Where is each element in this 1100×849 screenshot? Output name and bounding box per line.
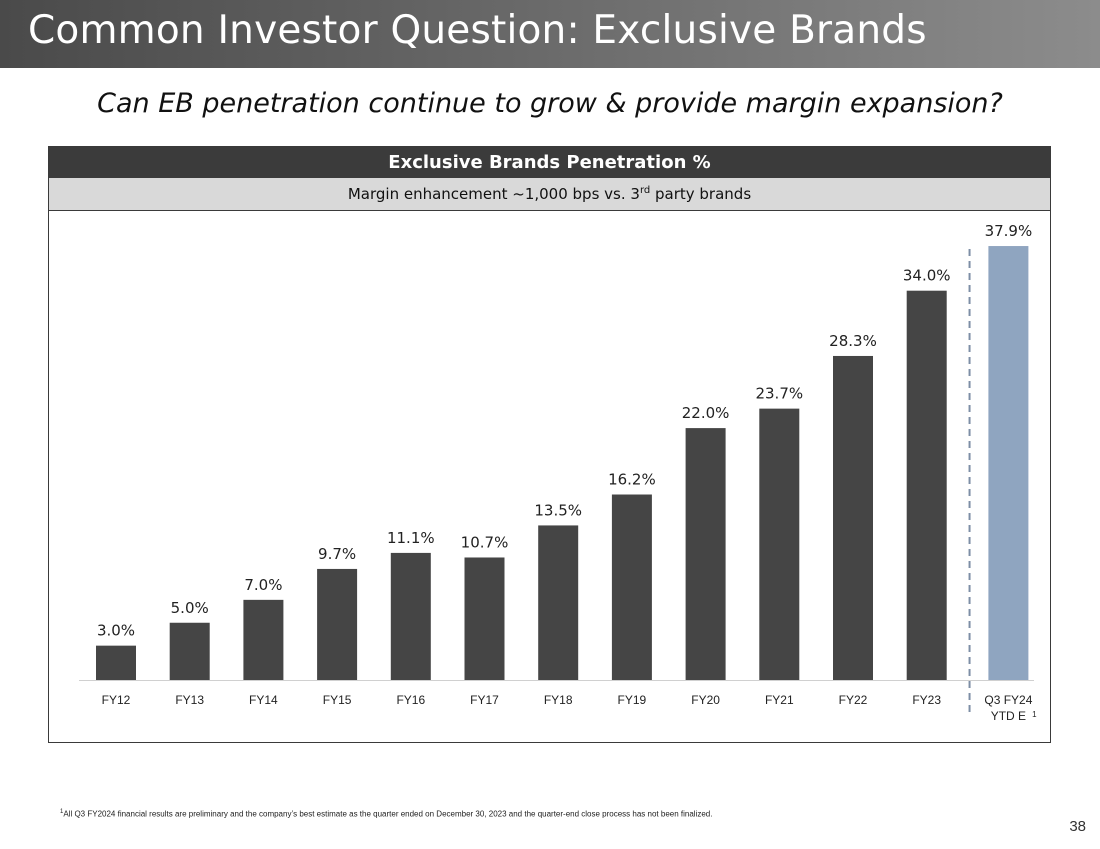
- bar: [464, 557, 505, 680]
- data-label: 28.3%: [829, 332, 877, 350]
- chart-subtitle-superscript: rd: [639, 185, 651, 196]
- data-label: 5.0%: [171, 599, 209, 617]
- footnote-marker: 1: [60, 809, 64, 815]
- data-label: 37.9%: [985, 222, 1033, 240]
- data-label: 22.0%: [682, 404, 730, 422]
- bar: [611, 494, 652, 680]
- data-label: 16.2%: [608, 471, 656, 489]
- bar: [96, 645, 136, 680]
- x-tick-label: FY19: [618, 693, 647, 707]
- title-bar: Common Investor Question: Exclusive Bran…: [0, 0, 1100, 68]
- data-label: 7.0%: [244, 576, 282, 594]
- bar: [833, 355, 873, 680]
- data-label: 13.5%: [534, 501, 582, 519]
- x-tick-label: FY12: [102, 693, 131, 707]
- bar: [243, 599, 284, 680]
- bar: [538, 525, 579, 680]
- chart-title: Exclusive Brands Penetration %: [49, 147, 1050, 178]
- data-label: 3.0%: [97, 622, 135, 640]
- bar-chart: 3.0% FY12 5.0% FY13 7.0% FY14 9.7% FY15 11.1% FY1…: [79, 222, 1037, 723]
- data-label: 23.7%: [755, 385, 803, 403]
- x-tick-label: Q3 FY24: [984, 693, 1032, 707]
- chart-panel: Exclusive Brands Penetration % Margin en…: [48, 146, 1051, 743]
- chart-subtitle-text-end: party brands: [650, 185, 752, 203]
- slide-subtitle: Can EB penetration continue to grow & pr…: [97, 88, 1003, 119]
- x-tick-label: FY14: [249, 693, 278, 707]
- x-tick-label: FY21: [765, 693, 794, 707]
- footnote: 1All Q3 FY2024 financial results are pre…: [60, 809, 712, 819]
- x-tick-label: FY17: [470, 693, 499, 707]
- bar: [169, 622, 210, 680]
- bar: [906, 290, 947, 680]
- footnote-text: All Q3 FY2024 financial results are prel…: [63, 809, 713, 819]
- x-tick-label: YTD E: [991, 709, 1026, 723]
- x-tick-label: FY23: [912, 693, 941, 707]
- bar: [685, 428, 726, 680]
- data-label: 10.7%: [461, 533, 509, 551]
- x-tick-label: FY16: [396, 693, 425, 707]
- x-tick-label: FY15: [323, 693, 352, 707]
- chart-subtitle-text: Margin enhancement ~1,000 bps vs. 3: [347, 185, 640, 203]
- x-tick-label: FY20: [691, 693, 720, 707]
- data-label: 9.7%: [318, 545, 356, 563]
- data-label: 34.0%: [903, 267, 951, 285]
- x-tick-label: FY18: [544, 693, 573, 707]
- page-number: 38: [1069, 818, 1086, 835]
- chart-subtitle: Margin enhancement ~1,000 bps vs. 3rd pa…: [49, 178, 1050, 211]
- x-tick-label: FY13: [175, 693, 204, 707]
- bar: [390, 552, 431, 680]
- x-tick-superscript: 1: [1032, 710, 1037, 719]
- data-label: 11.1%: [387, 529, 435, 547]
- bar: [317, 568, 358, 680]
- bar: [988, 246, 1029, 681]
- bar: [759, 408, 800, 680]
- x-tick-label: FY22: [839, 693, 868, 707]
- slide-title: Common Investor Question: Exclusive Bran…: [28, 8, 927, 53]
